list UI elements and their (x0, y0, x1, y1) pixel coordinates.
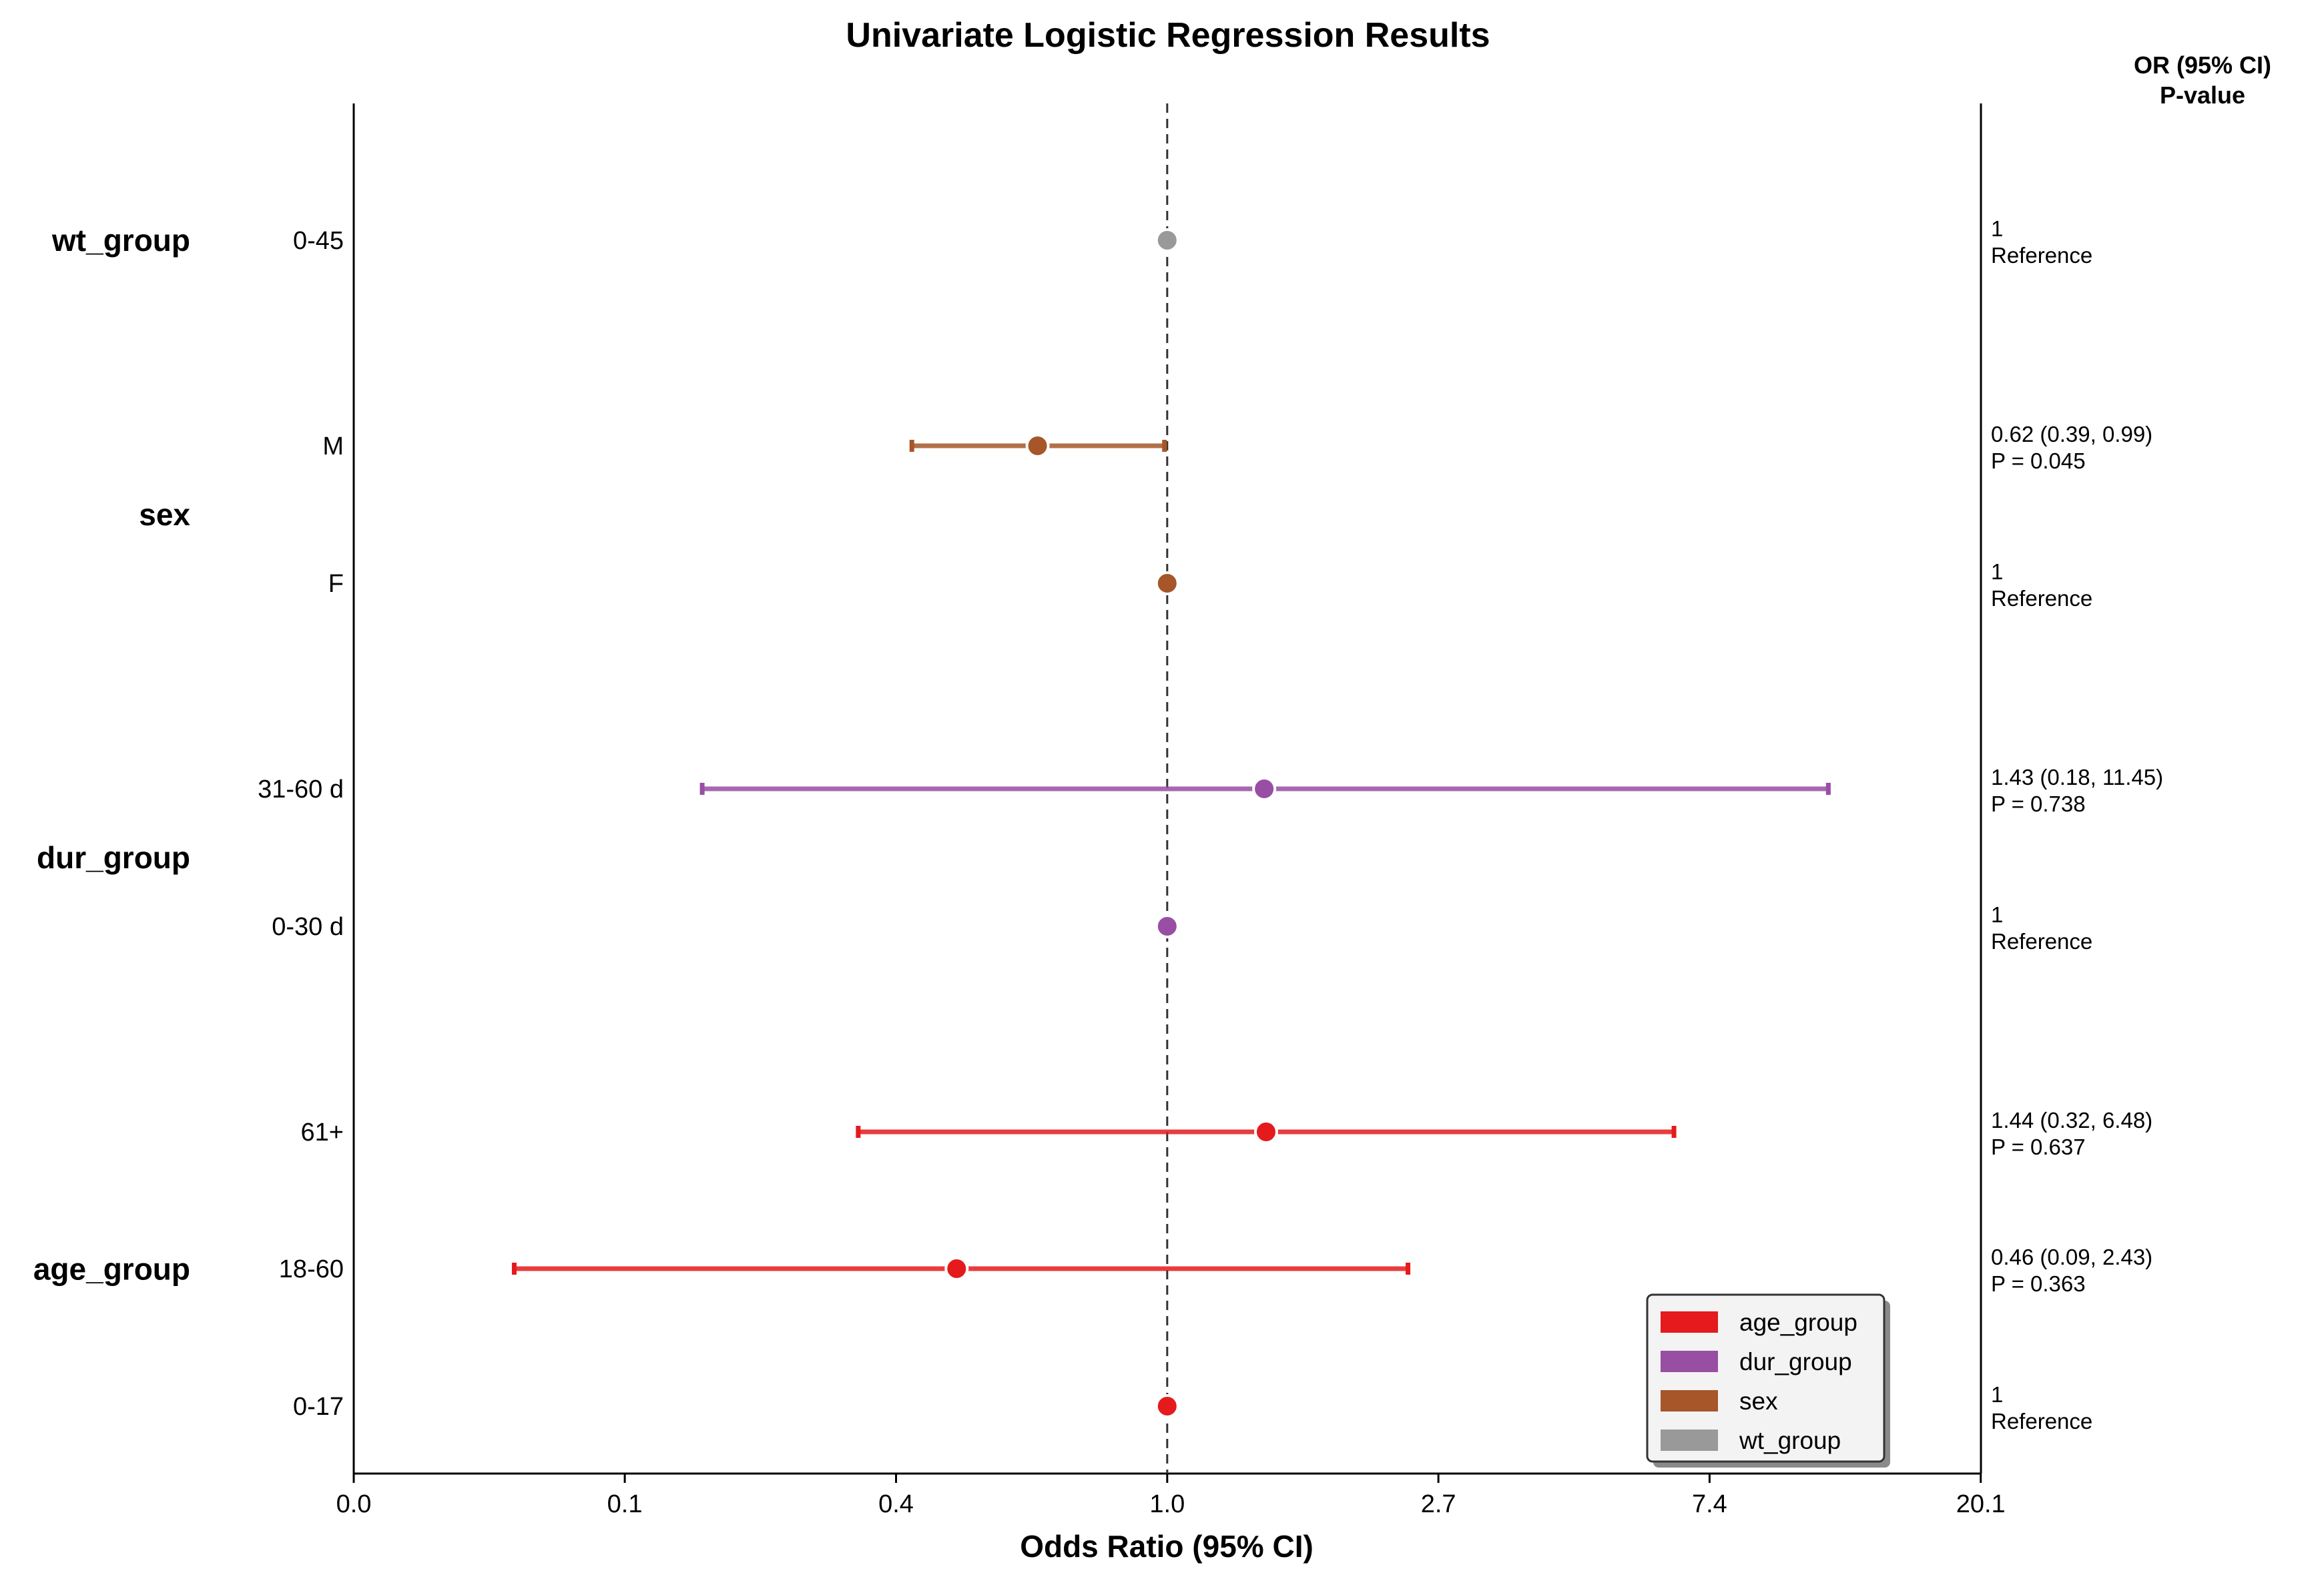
annotation-header-or: OR (95% CI) (2134, 51, 2271, 79)
row-level-label: 31-60 d (258, 775, 344, 804)
x-tick-label: 7.4 (1692, 1490, 1727, 1518)
legend-swatch (1661, 1351, 1718, 1372)
or-point (1155, 228, 1179, 252)
row-level-label: 0-45 (293, 227, 344, 255)
annotation-header-pvalue: P-value (2160, 81, 2245, 109)
x-tick-label: 0.4 (878, 1490, 914, 1518)
row-or-text: 0.62 (0.39, 0.99) (1991, 422, 2152, 446)
row-pvalue-text: Reference (1991, 586, 2092, 611)
x-tick-label: 2.7 (1421, 1490, 1456, 1518)
legend-label: sex (1739, 1387, 1778, 1415)
or-point (1155, 571, 1179, 595)
group-label: wt_group (51, 223, 190, 258)
row-pvalue-text: Reference (1991, 929, 2092, 954)
row-level-label: 0-30 d (272, 913, 344, 941)
row-pvalue-text: P = 0.637 (1991, 1135, 2086, 1159)
row-or-text: 1 (1991, 559, 2003, 584)
group-label: dur_group (37, 840, 190, 875)
group-label: age_group (33, 1251, 190, 1286)
or-point (1253, 1120, 1278, 1144)
legend-label: wt_group (1739, 1427, 1841, 1454)
or-point (1155, 1394, 1179, 1418)
x-axis-label: Odds Ratio (95% CI) (1020, 1529, 1314, 1564)
row-or-text: 1 (1991, 216, 2003, 241)
or-point (1025, 434, 1050, 458)
row-or-text: 1.44 (0.32, 6.48) (1991, 1108, 2152, 1133)
or-point (1252, 777, 1277, 801)
row-or-text: 1 (1991, 1382, 2003, 1407)
legend-label: age_group (1739, 1309, 1857, 1336)
legend-swatch (1661, 1430, 1718, 1451)
x-tick-label: 0.1 (607, 1490, 643, 1518)
legend-label: dur_group (1739, 1348, 1852, 1375)
plot-axes: 0.0 0.1 0.4 1.0 2.7 7.4 20.1 (336, 103, 2006, 1518)
row-pvalue-text: P = 0.045 (1991, 448, 2086, 473)
x-tick-label: 20.1 (1956, 1490, 2006, 1518)
row-pvalue-text: Reference (1991, 243, 2092, 268)
row-labels: 0-45 M F 31-60 d 0-30 d 61+ 18-60 0-17 wt_groups… (33, 223, 344, 1421)
row-pvalue-text: Reference (1991, 1409, 2092, 1434)
row-level-label: 0-17 (293, 1393, 344, 1421)
or-point (1155, 914, 1179, 938)
plot-marks (511, 228, 1831, 1418)
row-level-label: 18-60 (279, 1255, 344, 1283)
row-level-label: F (328, 570, 344, 598)
annotation-header: OR (95% CI) P-value (2134, 51, 2271, 109)
chart-title: Univariate Logistic Regression Results (846, 16, 1490, 55)
row-level-label: M (322, 432, 344, 460)
row-pvalue-text: P = 0.738 (1991, 792, 2086, 816)
row-pvalue-text: P = 0.363 (1991, 1271, 2086, 1296)
x-tick-label: 1.0 (1149, 1490, 1185, 1518)
or-point (944, 1257, 969, 1281)
row-or-text: 0.46 (0.09, 2.43) (1991, 1245, 2152, 1269)
legend-swatch (1661, 1311, 1718, 1333)
row-or-text: 1 (1991, 902, 2003, 927)
row-level-label: 61+ (301, 1119, 344, 1147)
legend-box (1646, 1293, 1885, 1463)
row-or-text: 1.43 (0.18, 11.45) (1991, 765, 2163, 789)
x-tick-label: 0.0 (336, 1490, 372, 1518)
group-label: sex (139, 497, 190, 532)
legend-swatch (1661, 1390, 1718, 1411)
